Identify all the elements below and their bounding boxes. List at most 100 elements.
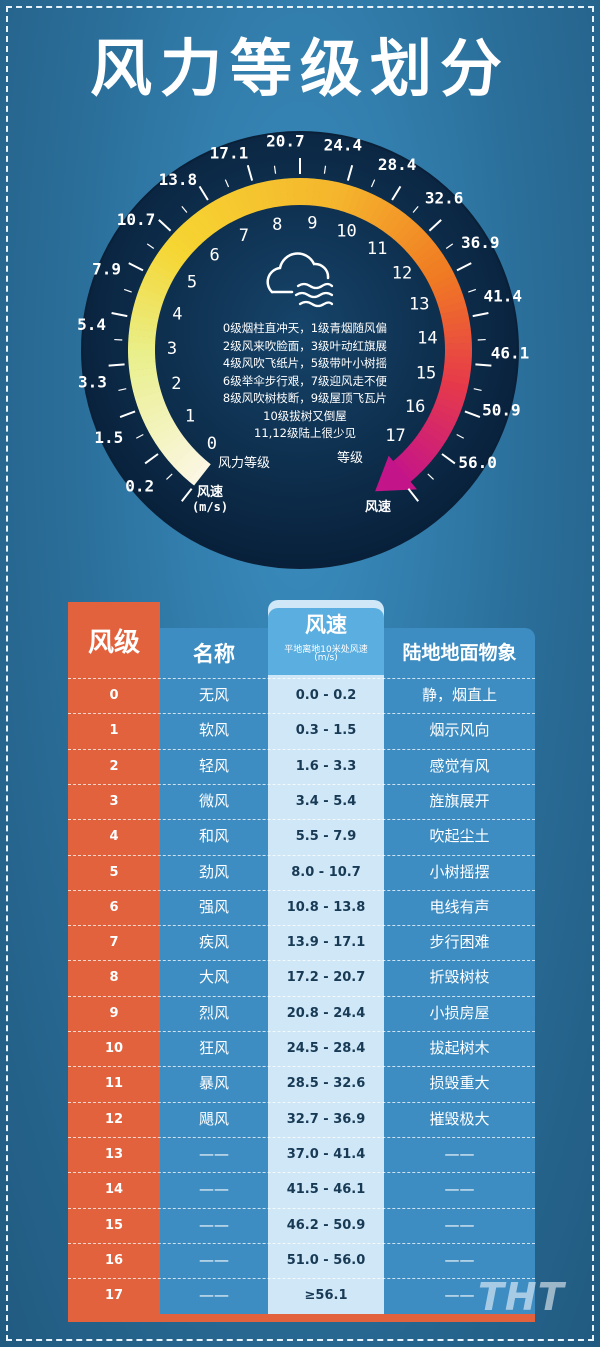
- gauge-level-number: 2: [171, 374, 181, 394]
- cell-level: 16: [104, 1252, 124, 1268]
- gauge-speed-label: 46.1: [491, 343, 530, 362]
- gauge-level-number: 10: [336, 222, 356, 242]
- gauge-level-number: 17: [385, 426, 405, 446]
- gauge-minor-tick: [323, 165, 327, 174]
- cell-phenomena: 小树摇摆: [429, 862, 490, 881]
- gauge-minor-tick: [146, 243, 155, 249]
- gauge-band-segment: [128, 335, 156, 344]
- gauge-speed-label: 36.9: [461, 233, 500, 252]
- cell-name: 微风: [198, 791, 229, 810]
- gauge-band-segment: [131, 379, 160, 392]
- gauge-band-segment: [128, 342, 156, 350]
- gauge-band-segment: [159, 433, 186, 456]
- table-row: 16 —— 51.0 - 56.0 ——: [68, 1242, 535, 1278]
- gauge-band-segment: [427, 413, 455, 432]
- watermark-logo: THT: [478, 1275, 565, 1319]
- gauge-band-segment: [374, 202, 395, 229]
- gauge-unit-label-left: (m/s): [192, 500, 228, 514]
- cell-speed: 5.5 - 7.9: [295, 829, 357, 845]
- gauge-band-segment: [335, 183, 350, 212]
- gauge-tick: [346, 164, 354, 181]
- gauge-band-segment: [129, 321, 158, 332]
- gauge-minor-tick: [427, 473, 434, 480]
- description-line: 10级拔树又倒屋: [263, 408, 347, 423]
- row-divider: [68, 854, 535, 856]
- table-row: 11 暴风 28.5 - 32.6 损毁重大: [68, 1066, 535, 1101]
- cell-name: 暴风: [198, 1074, 229, 1093]
- cell-name: ——: [199, 1250, 229, 1269]
- gauge-tick: [475, 363, 492, 367]
- gauge-minor-tick: [224, 179, 230, 188]
- cell-name: 软风: [198, 721, 229, 740]
- gauge-minor-tick: [468, 288, 477, 293]
- gauge-level-number: 3: [167, 339, 177, 359]
- gauge-minor-tick: [473, 388, 482, 392]
- description-line: 6级举伞步行艰，7级迎风走不便: [222, 373, 388, 388]
- gauge-level-number: 9: [307, 214, 317, 234]
- gauge-minor-tick: [445, 243, 454, 249]
- gauge-band-segment: [379, 205, 401, 233]
- gauge-level-number: 7: [239, 226, 249, 246]
- gauge-band-segment: [406, 443, 432, 467]
- cell-name: 飓风: [198, 1109, 229, 1128]
- gauge-band-segment: [188, 213, 212, 240]
- cell-phenomena: 旌旗展开: [429, 791, 490, 810]
- row-divider: [68, 783, 535, 785]
- row-divider: [68, 889, 535, 891]
- gauge-band-segment: [130, 373, 159, 386]
- cell-level: 8: [109, 970, 119, 986]
- gauge-speed-label: 32.6: [425, 188, 464, 207]
- gauge-band-segment: [424, 261, 452, 282]
- gauge-speed-label-left: 风速: [197, 484, 223, 500]
- cell-level: 7: [109, 935, 119, 951]
- page-title: 风力等级划分: [89, 32, 510, 105]
- gauge-band-segment: [160, 243, 186, 266]
- gauge-band-segment: [212, 198, 232, 226]
- row-divider: [68, 748, 535, 750]
- gauge-tick: [464, 410, 481, 419]
- gauge-band-segment: [437, 391, 465, 406]
- gauge-level-number: 15: [416, 364, 436, 384]
- gauge-speed-label: 13.8: [159, 170, 198, 189]
- gauge-band-segment: [329, 181, 343, 210]
- table-row: 10 狂风 24.5 - 28.4 拔起树木: [68, 1031, 535, 1066]
- cell-phenomena: 小损房屋: [429, 1003, 490, 1022]
- gauge-band-segment: [443, 328, 472, 339]
- gauge-pointer-arrow: [375, 455, 417, 492]
- table-row: 6 强风 10.8 - 13.8 电线有声: [68, 889, 535, 925]
- cell-speed: 17.2 - 20.7: [286, 970, 366, 986]
- table-row: 2 轻风 1.6 - 3.3 感觉有风: [68, 748, 535, 784]
- cell-speed: ≥56.1: [304, 1288, 348, 1304]
- cell-name: ——: [199, 1286, 229, 1305]
- cell-phenomena: 烟示风向: [429, 721, 490, 740]
- gauge-band-segment: [414, 244, 441, 266]
- cell-level: 6: [109, 899, 119, 915]
- table-bottom-bar: [68, 1314, 535, 1322]
- gauge-band-segment: [441, 373, 470, 386]
- header-name: 名称: [193, 642, 235, 666]
- cell-name: 大风: [198, 968, 229, 987]
- table-row: 7 疾风 13.9 - 17.1 步行困难: [68, 925, 535, 960]
- gauge-band-segment: [128, 328, 157, 338]
- gauge-band-segment: [156, 249, 183, 271]
- gauge-band-segment: [194, 209, 217, 236]
- row-divider: [68, 995, 535, 997]
- description-line: 11,12级陆上很少见: [254, 426, 356, 440]
- description-line: 4级风吹飞纸片，5级带叶小树摇: [222, 356, 388, 370]
- gauge-speed-label: 3.3: [78, 373, 107, 392]
- gauge-band-segment: [384, 209, 406, 236]
- gauge-band-segment: [393, 218, 417, 244]
- gauge-band-segment: [148, 418, 176, 438]
- gauge-band-segment: [438, 385, 467, 400]
- gauge-speed-label: 7.9: [92, 259, 121, 278]
- gauge-band-segment: [152, 255, 179, 276]
- gauge-level-number: 11: [367, 239, 387, 259]
- row-divider: [68, 925, 535, 927]
- gauge-tick: [472, 312, 489, 318]
- gauge-speed-label: 10.7: [117, 210, 156, 229]
- gauge-band-segment: [257, 181, 271, 210]
- gauge-band-segment: [155, 428, 182, 450]
- gauge-minor-tick: [412, 205, 419, 213]
